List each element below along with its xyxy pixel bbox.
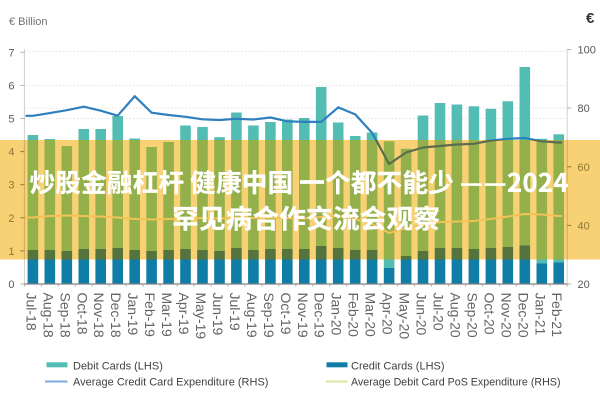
svg-text:Dec-18: Dec-18 [108, 293, 124, 338]
svg-text:Dec-20: Dec-20 [515, 293, 531, 338]
svg-text:Feb-20: Feb-20 [346, 293, 362, 338]
svg-text:€ Billion: € Billion [9, 16, 48, 28]
svg-text:Apr-20: Apr-20 [380, 293, 396, 335]
svg-text:3: 3 [8, 180, 14, 192]
svg-text:80: 80 [578, 103, 590, 115]
svg-text:100: 100 [578, 45, 596, 57]
svg-text:4: 4 [8, 147, 14, 159]
svg-text:Sep-20: Sep-20 [464, 293, 480, 338]
svg-text:Jun-19: Jun-19 [210, 293, 226, 336]
svg-text:Feb-21: Feb-21 [549, 293, 565, 338]
svg-text:Nov-18: Nov-18 [91, 293, 107, 338]
svg-text:0: 0 [8, 279, 14, 291]
svg-text:Aug-18: Aug-18 [40, 293, 56, 338]
svg-text:Nov-20: Nov-20 [498, 293, 514, 338]
svg-text:6: 6 [8, 80, 14, 92]
svg-text:Jan-21: Jan-21 [532, 293, 548, 336]
svg-text:7: 7 [8, 47, 14, 59]
svg-text:Aug-19: Aug-19 [244, 293, 260, 338]
svg-text:60: 60 [578, 162, 590, 174]
svg-text:Jul-18: Jul-18 [23, 293, 39, 331]
svg-text:1: 1 [8, 246, 14, 258]
svg-text:Debit Cards (LHS): Debit Cards (LHS) [73, 361, 163, 373]
svg-text:May-19: May-19 [193, 293, 209, 340]
svg-text:€: € [586, 10, 595, 27]
svg-text:Sep-19: Sep-19 [261, 293, 277, 338]
svg-text:Jun-20: Jun-20 [414, 293, 430, 336]
svg-text:Sep-18: Sep-18 [57, 293, 73, 338]
svg-text:Apr-19: Apr-19 [176, 293, 192, 335]
svg-text:Aug-20: Aug-20 [447, 293, 463, 338]
svg-text:Jan-20: Jan-20 [329, 293, 345, 336]
svg-text:Oct-19: Oct-19 [278, 293, 294, 335]
svg-text:Mar-20: Mar-20 [363, 293, 379, 338]
svg-text:Oct-18: Oct-18 [74, 293, 90, 335]
svg-text:Nov-19: Nov-19 [295, 293, 311, 338]
svg-text:Oct-20: Oct-20 [481, 293, 497, 335]
svg-text:40: 40 [578, 220, 590, 232]
svg-text:Average Credit Card Expenditur: Average Credit Card Expenditure (RHS) [73, 377, 268, 389]
svg-text:Jan-19: Jan-19 [125, 293, 141, 336]
svg-text:Average Debit Card PoS Expendi: Average Debit Card PoS Expenditure (RHS) [351, 377, 561, 389]
svg-text:May-20: May-20 [397, 293, 413, 340]
svg-text:5: 5 [8, 114, 14, 126]
svg-text:Credit Cards (LHS): Credit Cards (LHS) [351, 361, 445, 373]
svg-text:Feb-19: Feb-19 [142, 293, 158, 338]
svg-text:20: 20 [578, 279, 590, 291]
svg-text:2: 2 [8, 213, 14, 225]
svg-text:Jul-19: Jul-19 [227, 293, 243, 331]
svg-text:Mar-19: Mar-19 [159, 293, 175, 338]
svg-text:Dec-19: Dec-19 [312, 293, 328, 338]
svg-text:Jul-20: Jul-20 [431, 293, 447, 331]
